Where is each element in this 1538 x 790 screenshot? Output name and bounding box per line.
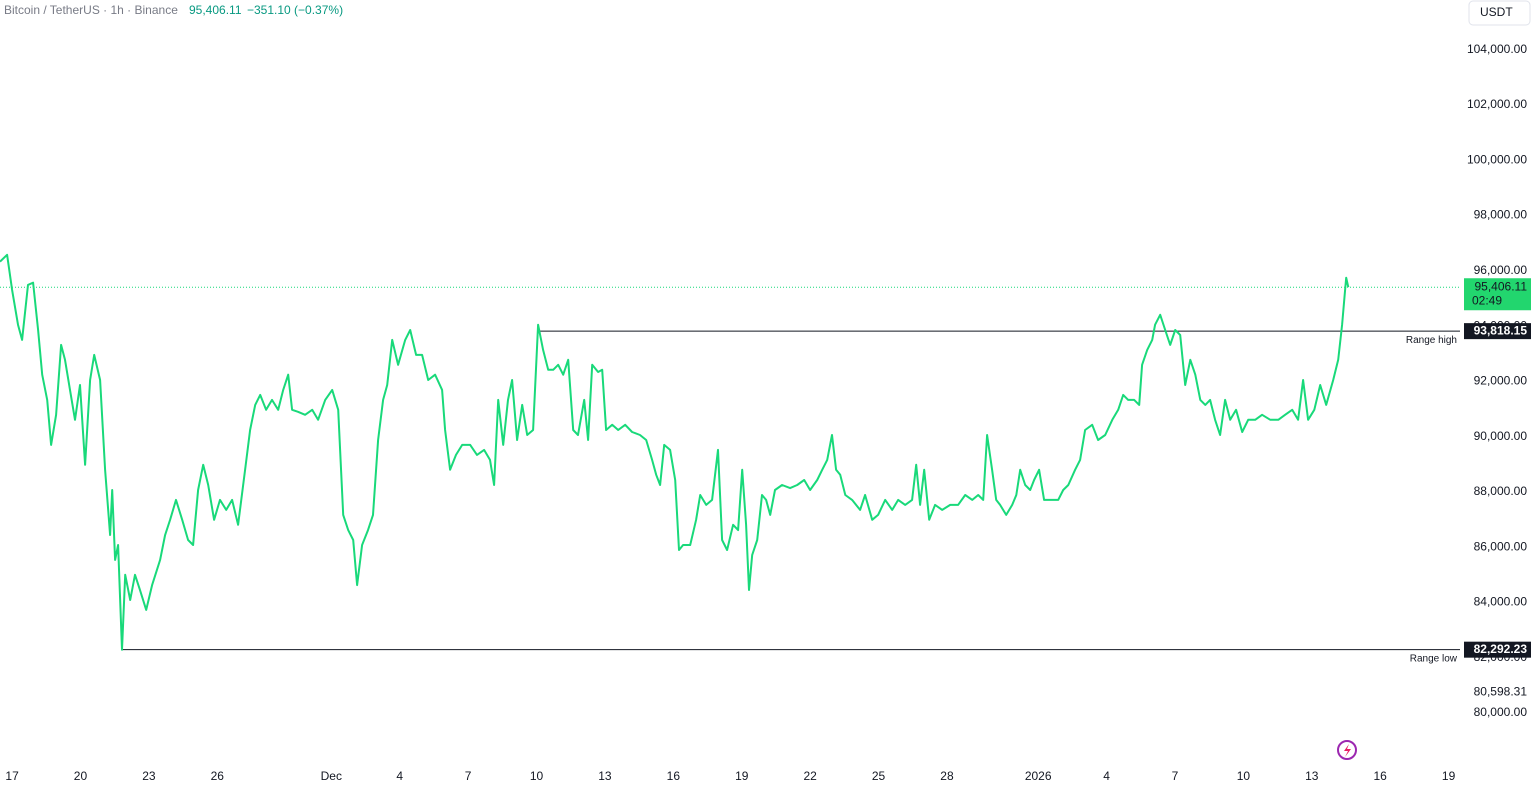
last-price-label: 95,406.11 [1475, 279, 1528, 293]
x-tick-label: 10 [1237, 769, 1251, 783]
x-tick-label: Dec [321, 769, 342, 783]
x-tick-label: 25 [872, 769, 886, 783]
level-name: Range low [1410, 653, 1458, 664]
bolt-icon[interactable] [1337, 740, 1357, 760]
level-label: 93,818.15 [1474, 323, 1528, 337]
x-tick-label: 28 [940, 769, 954, 783]
currency-button[interactable] [1468, 0, 1531, 26]
x-tick-label: 4 [1103, 769, 1110, 783]
header-change: −351.10 (−0.37%) [247, 3, 343, 17]
x-tick-label: 7 [1172, 769, 1179, 783]
y-tick-label: 102,000.00 [1467, 97, 1527, 111]
y-tick-label: 100,000.00 [1467, 152, 1527, 166]
x-tick-label: 26 [211, 769, 225, 783]
y-tick-label: 84,000.00 [1474, 595, 1528, 609]
level-label: 82,292.23 [1474, 642, 1528, 656]
price-marker: 80,598.31 [1474, 685, 1528, 699]
last-price-box [1464, 278, 1531, 311]
x-tick-label: 23 [142, 769, 156, 783]
symbol-title: Bitcoin / TetherUS · 1h · Binance [4, 3, 178, 17]
header-price: 95,406.11 [189, 3, 242, 17]
x-tick-label: 22 [803, 769, 817, 783]
y-tick-label: 80,000.00 [1474, 705, 1528, 719]
x-tick-label: 20 [74, 769, 88, 783]
x-tick-label: 10 [530, 769, 544, 783]
y-tick-label: 104,000.00 [1467, 42, 1527, 56]
x-tick-label: 19 [1442, 769, 1456, 783]
x-tick-label: 16 [1374, 769, 1388, 783]
y-tick-label: 90,000.00 [1474, 429, 1528, 443]
level-box [1464, 323, 1531, 340]
x-tick-label: 17 [5, 769, 19, 783]
countdown-label: 02:49 [1472, 293, 1502, 307]
x-tick-label: 13 [598, 769, 612, 783]
y-tick-label: 96,000.00 [1474, 263, 1528, 277]
x-tick-label: 16 [667, 769, 681, 783]
x-tick-label: 19 [735, 769, 749, 783]
level-box [1464, 641, 1531, 658]
currency-label[interactable]: USDT [1480, 5, 1513, 19]
level-name: Range high [1406, 335, 1457, 346]
y-tick-label: 92,000.00 [1474, 374, 1528, 388]
x-tick-label: 4 [396, 769, 403, 783]
x-tick-label: 7 [465, 769, 472, 783]
price-line [0, 253, 1350, 651]
bolt-glyph[interactable] [1344, 744, 1351, 757]
x-tick-label: 13 [1305, 769, 1319, 783]
x-tick-label: 2026 [1025, 769, 1052, 783]
bolt-circle[interactable] [1337, 740, 1357, 760]
y-tick-label: 88,000.00 [1474, 484, 1528, 498]
y-tick-label: 86,000.00 [1474, 539, 1528, 553]
y-tick-label: 98,000.00 [1474, 208, 1528, 222]
